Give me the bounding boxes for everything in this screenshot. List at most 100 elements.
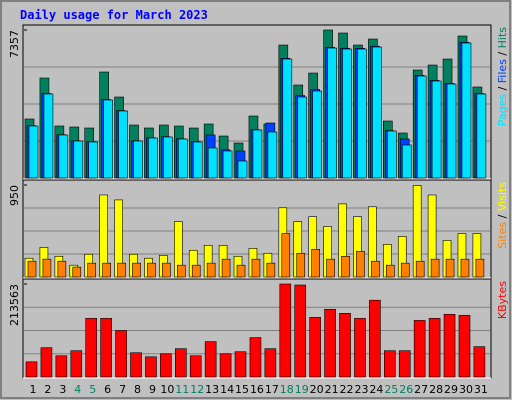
x-tick-label: 23 [354,383,368,396]
bar [70,350,83,378]
x-tick-label: 29 [444,383,458,396]
bar [282,58,293,179]
bar [58,134,69,179]
bar [387,130,397,179]
legend-separator: / [496,48,509,59]
x-tick-label: 21 [325,383,339,396]
chart-title: Daily usage for March 2023 [20,8,208,22]
x-tick-label: 8 [134,383,141,396]
bar [25,361,38,378]
bar [312,90,322,179]
x-tick-label: 31 [474,383,488,396]
x-tick-label: 9 [149,383,156,396]
x-tick-label: 11 [175,383,189,396]
x-tick-label: 6 [104,383,111,396]
bar [42,258,52,278]
legend-entry: Visits [496,182,509,211]
x-tick-label: 18 [280,383,294,396]
x-tick-label: 13 [205,383,219,396]
x-tick-label: 4 [74,383,81,396]
bar [443,314,456,378]
bar [294,284,307,378]
bar [192,141,203,179]
x-tick-label: 24 [369,383,383,396]
bar [297,96,308,179]
bar [431,80,442,179]
bar [206,262,216,278]
bar [189,355,202,378]
x-tick-label: 22 [340,383,354,396]
bar [339,313,351,378]
bar [386,264,395,278]
bar [476,93,487,179]
bar [87,262,97,278]
bar [413,320,426,378]
bar [475,258,485,278]
bar [145,356,157,378]
bar [57,260,67,278]
x-tick-label: 25 [384,383,398,396]
bar [178,138,188,179]
bar [133,140,143,179]
x-tick-label: 12 [190,383,204,396]
x-tick-label: 15 [235,383,249,396]
bar [309,317,321,378]
bar [100,318,112,378]
bar [72,266,82,278]
bar [458,315,471,378]
x-tick-label: 1 [30,383,37,396]
x-tick-label: 10 [160,383,174,396]
bar [279,283,292,378]
bar [147,262,156,278]
bar [296,252,306,278]
bar [354,318,366,378]
bar [191,264,201,278]
legend-entry: KBytes [496,281,509,319]
bar [177,264,186,278]
bar [357,48,367,179]
bar [28,125,39,179]
bar [175,348,187,378]
bar [73,140,84,179]
bar [85,318,98,378]
bar [446,83,457,179]
x-tick-label: 2 [44,383,51,396]
bar [162,262,171,278]
bar [118,110,128,179]
bar [237,160,248,179]
bar [267,131,278,179]
bar [251,258,261,278]
bar [384,350,396,378]
bar [117,262,126,278]
bar [398,350,411,378]
legend-entry: Hits [496,27,509,49]
x-tick-label: 3 [59,383,66,396]
legend: Sites / Visits [496,182,509,249]
x-tick-label: 16 [250,383,264,396]
bar [163,136,173,179]
bar [222,150,233,179]
bar [415,260,425,278]
bar [369,299,381,378]
bar [400,262,410,278]
bar [27,260,37,278]
bar [234,351,247,378]
bar [401,144,412,179]
bar [88,141,99,179]
bar [221,258,231,278]
bar [372,46,382,179]
legend-entry: Sites [496,222,509,249]
bar [324,308,336,378]
bar [207,147,218,179]
bar [103,99,113,179]
legend-entry: Files [496,59,509,83]
bar [342,48,352,179]
bar [130,352,142,378]
bar [132,262,141,278]
bar [266,262,276,278]
x-tick-label: 27 [414,383,428,396]
legend-separator: / [496,83,509,94]
x-tick-label: 14 [220,383,234,396]
bar [371,260,380,278]
y-tick-label: 950 [8,185,21,206]
